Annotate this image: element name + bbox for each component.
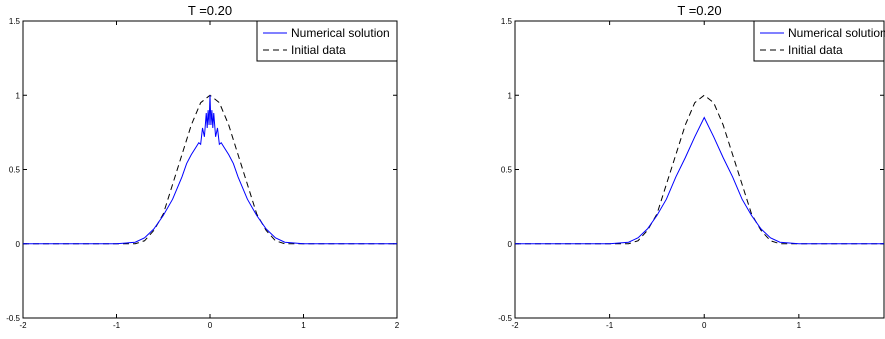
chart-1-y-tick-label: 1 — [16, 91, 21, 100]
chart-1-y-tick-label: 0.5 — [9, 166, 21, 175]
chart-panel-1: T =0.20 -2 -1 0 1 2 -0.5 0 0.5 1 1.5 Numerical solu… — [6, 3, 400, 330]
chart-2-series-numerical-solution-line — [515, 116, 884, 245]
chart-2-y-tick-label: 1.5 — [501, 17, 513, 26]
chart-2-legend-box — [753, 20, 885, 62]
chart-1-y-tick-label: -0.5 — [6, 314, 20, 323]
chart-1-series-numerical-solution-line — [23, 95, 397, 245]
chart-1-legend: Numerical solution Initial data — [256, 20, 398, 62]
chart-1-x-tick-label: 1 — [301, 321, 306, 330]
chart-1-legend-box — [256, 20, 398, 62]
chart-1-title: T =0.20 — [188, 3, 232, 18]
chart-2-x-tick-label: -1 — [606, 321, 614, 330]
chart-2-y-tick-label: 0 — [508, 240, 513, 249]
chart-1-x-tick-label: -1 — [113, 321, 121, 330]
chart-2-y-tick-label: -0.5 — [498, 314, 512, 323]
chart-1-legend-label: Initial data — [291, 43, 346, 57]
chart-1-x-tick-label: -2 — [19, 321, 27, 330]
chart-1-legend-label: Numerical solution — [291, 26, 390, 40]
chart-2-y-tick-label: 0.5 — [501, 166, 513, 175]
chart-1-plot-frame — [22, 20, 398, 319]
chart-1-y-tick-label: 1.5 — [9, 17, 21, 26]
chart-2-legend: Numerical solution Initial data — [753, 20, 885, 62]
chart-2-x-tick-label: 1 — [797, 321, 802, 330]
chart-1-x-tick-label: 0 — [208, 321, 213, 330]
chart-panel-2: T =0.20 -2 -1 0 1 -0.5 0 0.5 1 1.5 Numerical solut… — [498, 3, 885, 330]
chart-2-series-initial-data-line — [515, 94, 884, 245]
chart-2-legend-label: Numerical solution — [788, 26, 885, 40]
chart-2-x-tick-label: 0 — [702, 321, 707, 330]
chart-1-x-tick-label: 2 — [395, 321, 400, 330]
chart-2-y-tick-label: 1 — [508, 91, 513, 100]
chart-2-title: T =0.20 — [677, 3, 721, 18]
chart-1-y-tick-label: 0 — [16, 240, 21, 249]
chart-2-legend-label: Initial data — [788, 43, 843, 57]
chart-2-plot-frame — [514, 20, 885, 319]
chart-2-x-tick-label: -2 — [511, 321, 519, 330]
